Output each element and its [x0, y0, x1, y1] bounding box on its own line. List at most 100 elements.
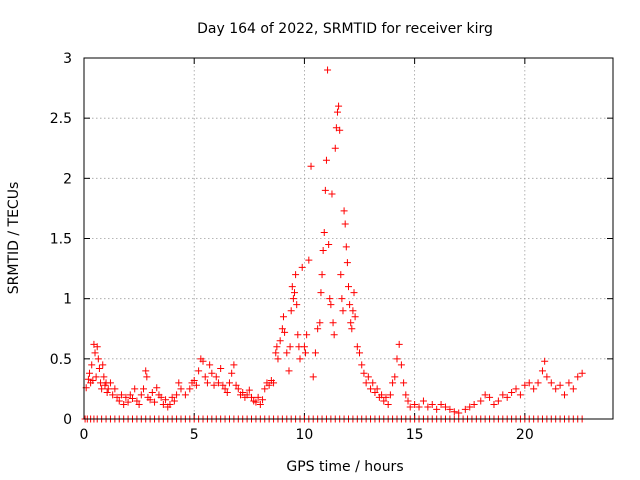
data-point: [293, 301, 301, 309]
x-tick-label: 20: [516, 427, 534, 443]
data-point: [292, 271, 300, 279]
data-point: [311, 349, 319, 357]
data-point: [348, 325, 356, 333]
data-point: [424, 403, 432, 411]
data-point: [285, 367, 293, 375]
data-point: [543, 373, 551, 381]
data-point: [278, 325, 286, 333]
data-point: [259, 396, 267, 404]
data-point: [89, 376, 97, 384]
data-point: [303, 331, 311, 339]
data-point: [113, 393, 121, 401]
data-point: [561, 391, 569, 399]
data-point: [143, 373, 151, 381]
data-point: [232, 381, 240, 389]
data-point: [104, 385, 112, 393]
data-point: [330, 331, 338, 339]
data-point: [324, 66, 332, 74]
data-point: [384, 401, 392, 409]
data-point: [338, 295, 346, 303]
data-point: [326, 295, 334, 303]
data-point: [406, 403, 414, 411]
data-point: [142, 367, 150, 375]
data-point: [173, 391, 181, 399]
data-point: [212, 373, 220, 381]
data-point: [153, 384, 161, 392]
data-point: [494, 397, 502, 405]
data-point: [162, 396, 170, 404]
data-point: [274, 355, 282, 363]
data-point: [342, 243, 350, 251]
data-point: [466, 403, 474, 411]
data-point: [341, 220, 349, 228]
data-point: [360, 369, 368, 377]
data-point: [320, 228, 328, 236]
data-point: [516, 391, 524, 399]
data-point: [433, 405, 441, 413]
data-point: [88, 361, 96, 369]
data-point: [192, 381, 200, 389]
data-point: [369, 379, 377, 387]
data-point: [290, 289, 298, 297]
data-point: [314, 325, 322, 333]
data-point: [328, 190, 336, 198]
data-point: [525, 379, 533, 387]
data-point: [276, 337, 284, 345]
y-tick-label: 0: [63, 412, 72, 428]
data-point: [298, 263, 306, 271]
data-point: [486, 393, 494, 401]
data-point: [346, 301, 354, 309]
data-point: [307, 162, 315, 170]
data-point: [386, 391, 394, 399]
data-point: [437, 401, 445, 409]
data-point: [122, 393, 130, 401]
data-point: [419, 397, 427, 405]
data-point: [111, 385, 119, 393]
x-axis-label: GPS time / hours: [286, 459, 403, 475]
data-point: [395, 340, 403, 348]
data-point: [230, 361, 238, 369]
data-point: [530, 385, 538, 393]
x-tick-label: 0: [80, 427, 89, 443]
y-tick-label: 2.5: [50, 111, 72, 127]
data-point: [106, 379, 114, 387]
data-point: [170, 397, 178, 405]
data-point: [481, 391, 489, 399]
data-point: [565, 379, 573, 387]
data-point: [214, 379, 222, 387]
data-point: [305, 256, 313, 264]
x-tick-label: 15: [406, 427, 424, 443]
data-point: [133, 397, 141, 405]
data-point: [541, 357, 549, 365]
data-point: [208, 369, 216, 377]
data-point: [289, 295, 297, 303]
data-point: [411, 401, 419, 409]
data-point: [228, 369, 236, 377]
data-point: [358, 361, 366, 369]
data-point: [181, 391, 189, 399]
data-point: [243, 391, 251, 399]
data-point: [281, 328, 289, 336]
data-point: [283, 349, 291, 357]
y-tick-label: 1.5: [50, 232, 72, 248]
data-point: [92, 373, 100, 381]
data-point: [441, 403, 449, 411]
y-tick-label: 0.5: [50, 352, 72, 368]
data-point: [490, 401, 498, 409]
y-tick-label: 1: [63, 292, 72, 308]
data-point: [327, 301, 335, 309]
data-point: [148, 389, 156, 397]
data-point: [325, 241, 333, 249]
data-point: [569, 385, 577, 393]
data-point: [343, 259, 351, 267]
y-tick-label: 2: [63, 171, 72, 187]
data-point: [340, 207, 348, 215]
data-point: [254, 393, 262, 401]
data-point: [552, 385, 560, 393]
data-point: [270, 379, 278, 387]
data-point: [265, 381, 273, 389]
data-point: [547, 379, 555, 387]
data-point: [455, 409, 463, 417]
data-point: [309, 373, 317, 381]
